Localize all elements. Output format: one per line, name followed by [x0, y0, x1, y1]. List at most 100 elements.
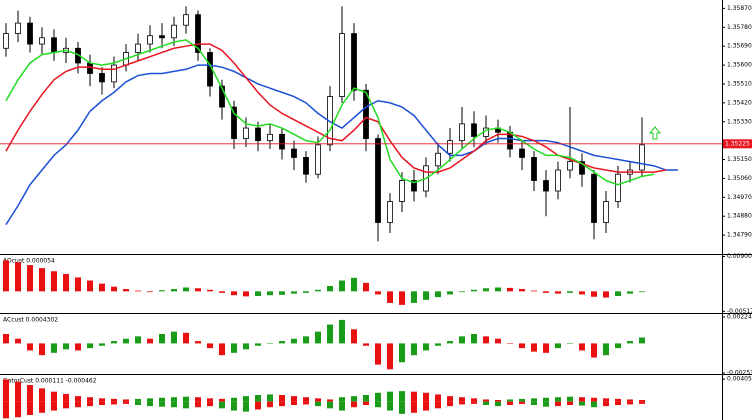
histogram-bar [195, 341, 201, 344]
gator-bar [339, 401, 345, 411]
gator-bar [303, 397, 309, 402]
gator-bar [399, 391, 405, 402]
gator-bar [531, 401, 537, 405]
gator-bar [351, 396, 357, 402]
y-tick-label: 1.35330 [727, 118, 752, 125]
histogram-bar [159, 334, 165, 344]
histogram-bar [603, 343, 609, 356]
candle-body [303, 157, 309, 175]
gator-bar [3, 379, 9, 402]
histogram-bar [75, 343, 81, 351]
gator-bar [363, 401, 369, 405]
gator-bar [171, 401, 177, 408]
histogram-bar [255, 343, 261, 346]
histogram-bar [171, 289, 177, 292]
histogram-bar [363, 282, 369, 292]
gator-bar [147, 398, 153, 402]
histogram-bar [231, 343, 237, 353]
histogram-bar [543, 343, 549, 353]
gator-bar [375, 401, 381, 408]
histogram-bar [63, 273, 69, 292]
gator-bar [15, 381, 21, 402]
y-tick-label: 1.34880 [727, 213, 752, 220]
histogram-bar [315, 289, 321, 292]
histogram-bar [579, 291, 585, 295]
gator-bar [447, 401, 453, 407]
histogram-bar [183, 287, 189, 292]
histogram-bar [459, 336, 465, 344]
gator-bar [399, 401, 405, 414]
gator-bar [111, 398, 117, 402]
gator-bar [159, 401, 165, 407]
gator-bar [279, 395, 285, 402]
gator-bar [327, 401, 333, 409]
histogram-bar [87, 343, 93, 349]
histogram-bar [219, 291, 225, 293]
y-tick-label: 1.34970 [727, 194, 752, 201]
candle-body [195, 14, 201, 53]
candle-body [471, 123, 477, 137]
gator-bar [615, 401, 621, 405]
histogram-bar [147, 291, 153, 293]
candle-body [159, 35, 165, 39]
histogram-bar [531, 290, 537, 292]
gator-bar [531, 398, 537, 402]
histogram-bar [495, 338, 501, 344]
gator-bar [579, 397, 585, 402]
histogram-bar [579, 343, 585, 351]
gator-bar [267, 401, 273, 408]
gator-bar [15, 401, 21, 418]
histogram-bar [3, 334, 9, 344]
gator-bar [87, 401, 93, 407]
histogram-bar [267, 291, 273, 296]
gator-bar [315, 401, 321, 407]
histogram-bar [543, 291, 549, 293]
y-tick-label: 1.35780 [727, 24, 752, 31]
histogram-bar [555, 343, 561, 349]
histogram-bar [39, 343, 45, 356]
gator-bar [591, 397, 597, 402]
gator-bar [555, 401, 561, 407]
gator-bar [87, 397, 93, 402]
gator-bar [363, 395, 369, 402]
gator-bar [471, 398, 477, 402]
candle-body [447, 140, 453, 154]
price-label: 1.35225 [725, 140, 750, 147]
gator-bar [255, 401, 261, 410]
gator-bar [111, 401, 117, 405]
gator-bar [75, 396, 81, 402]
histogram-bar [471, 334, 477, 344]
histogram-bar [147, 338, 153, 344]
histogram-bar [159, 290, 165, 292]
gator-bar [255, 395, 261, 402]
gator-bar [603, 398, 609, 402]
gator-bar [63, 393, 69, 402]
gator-bar [411, 391, 417, 402]
gator-bar [267, 394, 273, 402]
candle-body [231, 106, 237, 139]
gator-bar [543, 397, 549, 402]
gator-bar [555, 397, 561, 402]
gator-bar [567, 401, 573, 405]
histogram-bar [435, 343, 441, 346]
candle-body [219, 85, 225, 108]
indicator-line [5, 39, 655, 186]
histogram-bar [423, 291, 429, 300]
candle-body [435, 152, 441, 167]
histogram-bar [471, 289, 477, 292]
candle-body [291, 148, 297, 158]
gator-bar [423, 392, 429, 402]
histogram-bar [15, 338, 21, 344]
pane-title: GatorCust 0.000111 -0.000462 [3, 378, 97, 385]
gator-bar [51, 391, 57, 402]
histogram-bar [459, 291, 465, 293]
gator-bar [459, 401, 465, 405]
gator-bar [63, 401, 69, 409]
histogram-bar [639, 337, 645, 344]
gator-bar [639, 401, 645, 404]
histogram-bar [51, 271, 57, 292]
histogram-bar [279, 341, 285, 344]
gator-bar [51, 401, 57, 411]
gator-bar [519, 398, 525, 402]
histogram-bar [399, 343, 405, 363]
